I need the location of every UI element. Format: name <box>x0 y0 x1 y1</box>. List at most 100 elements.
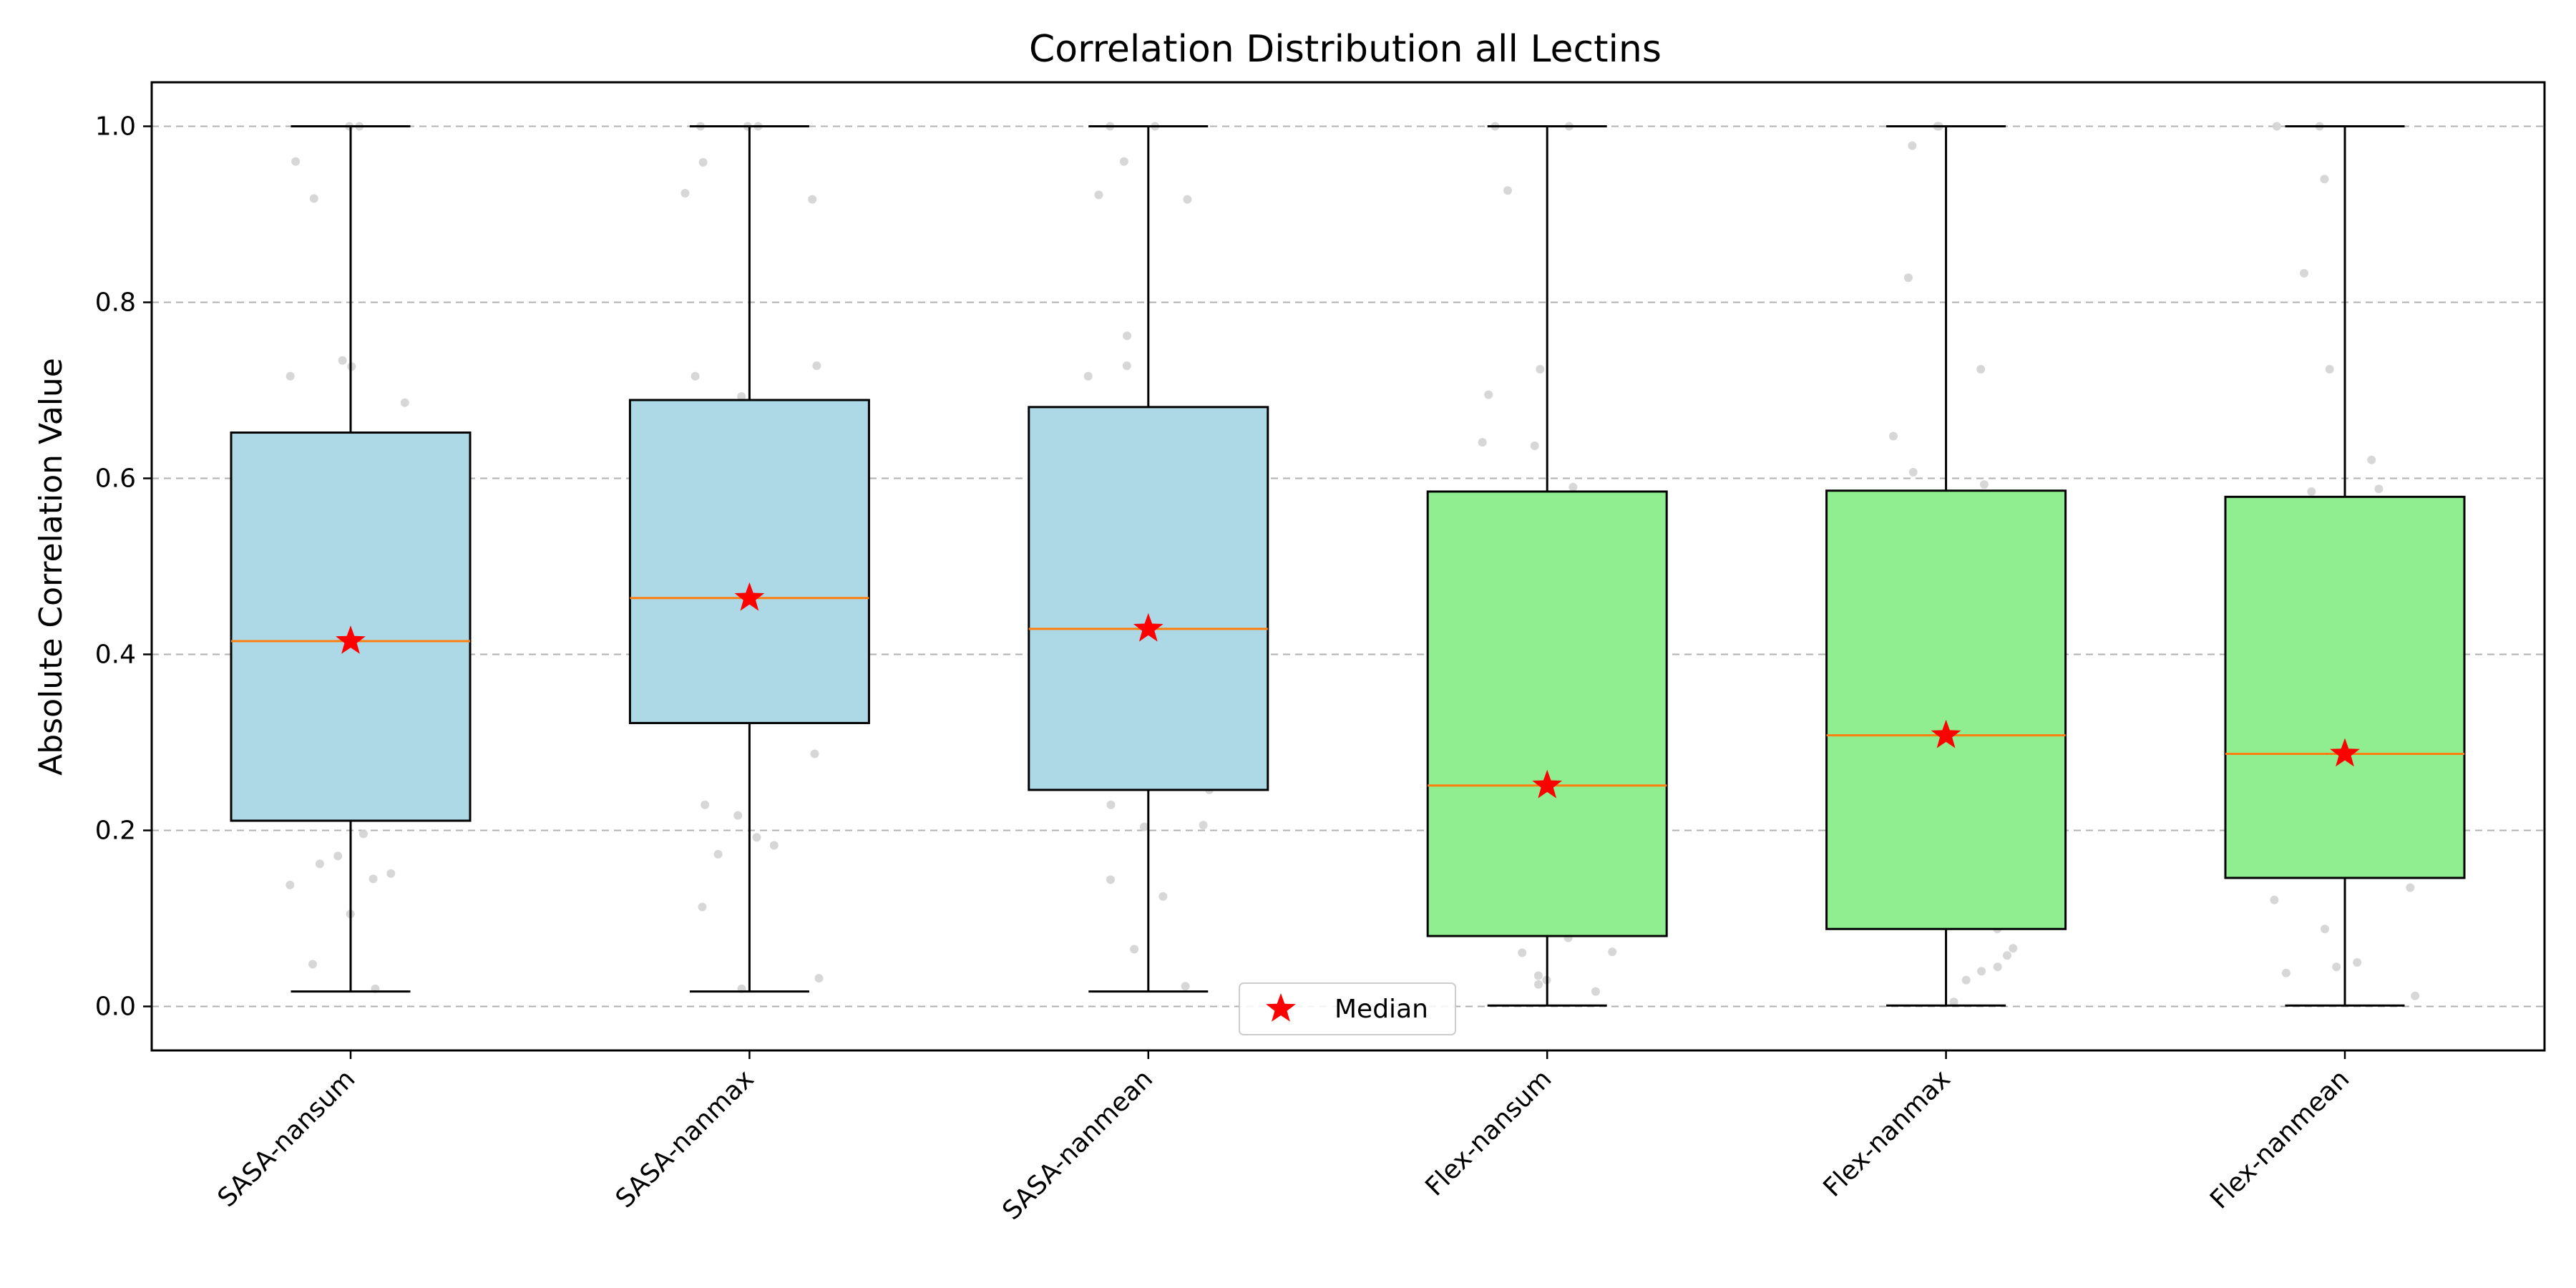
box-SASA-nanmean <box>1028 406 1269 791</box>
data-point <box>1533 971 1543 980</box>
data-point <box>1094 190 1103 200</box>
box-Flex-nanmax <box>1825 489 2067 930</box>
data-point <box>810 749 819 758</box>
jitter-points <box>286 122 2420 1007</box>
data-point <box>1903 273 1913 283</box>
data-point <box>1591 987 1600 996</box>
legend: Median <box>1239 982 1456 1035</box>
data-point <box>1534 980 1543 989</box>
data-point <box>812 361 821 371</box>
data-point <box>698 157 708 167</box>
data-point <box>2270 895 2279 904</box>
y-tick-label: 0.0 <box>95 992 136 1022</box>
data-point <box>1977 967 1986 976</box>
data-point <box>333 852 343 861</box>
data-point <box>1518 948 1527 957</box>
data-point <box>1908 467 1918 477</box>
y-tick-label: 0.8 <box>95 288 136 318</box>
data-point <box>814 974 824 983</box>
y-tick-label: 0.4 <box>95 640 136 670</box>
boxes <box>230 125 2466 1007</box>
data-point <box>1979 480 1989 489</box>
data-point <box>1908 141 1917 150</box>
box-Flex-nansum <box>1426 490 1668 937</box>
y-axis-ticks: 0.0 0.2 0.4 0.6 0.8 1.0 <box>95 112 152 1022</box>
data-point <box>2281 968 2290 977</box>
chart-title: Correlation Distribution all Lectins <box>1029 28 1662 71</box>
data-point <box>698 902 707 912</box>
data-point <box>701 800 710 809</box>
median-marker <box>1133 613 1163 642</box>
data-point <box>358 829 368 839</box>
legend-box <box>1239 982 1456 1035</box>
data-point <box>1530 441 1539 450</box>
box-Flex-nanmean <box>2224 495 2466 879</box>
data-point <box>2325 365 2334 374</box>
data-point <box>1484 390 1493 399</box>
legend-label-median: Median <box>1335 995 1428 1024</box>
data-point <box>1199 821 1208 830</box>
y-tick-label: 0.2 <box>95 816 136 846</box>
data-point <box>713 849 723 859</box>
data-point <box>737 392 746 401</box>
y-tick-label: 1.0 <box>95 112 136 142</box>
data-point <box>769 841 779 850</box>
data-point <box>338 356 347 365</box>
data-point <box>286 880 295 889</box>
data-point <box>1889 431 1898 441</box>
data-point <box>2406 883 2415 892</box>
data-point <box>2300 268 2308 278</box>
data-point <box>1503 186 1512 195</box>
y-axis-label: Absolute Correlation Value <box>33 358 69 776</box>
data-point <box>1123 331 1132 341</box>
data-point <box>386 869 396 878</box>
data-point <box>1119 157 1128 166</box>
data-point <box>1122 361 1131 371</box>
data-point <box>1993 962 2002 972</box>
data-point <box>2003 951 2011 960</box>
median-marker <box>2330 738 2360 767</box>
box-SASA-nanmax <box>628 399 870 724</box>
median-marker <box>1532 769 1563 799</box>
data-point <box>1949 997 1958 1007</box>
median-marker <box>1931 719 1961 748</box>
data-point <box>1608 947 1617 957</box>
legend-median-marker <box>1266 993 1296 1022</box>
data-point <box>1568 482 1578 492</box>
data-point <box>2009 944 2018 953</box>
data-point <box>308 960 317 969</box>
data-point <box>2332 962 2341 972</box>
data-point <box>2321 924 2329 934</box>
y-tick-label: 0.6 <box>95 464 136 494</box>
data-point <box>1130 945 1139 954</box>
data-point <box>315 859 324 869</box>
data-point <box>2411 991 2420 1000</box>
data-point <box>400 398 409 407</box>
data-point <box>286 371 295 381</box>
data-point <box>1181 982 1190 991</box>
data-point <box>1139 822 1148 831</box>
data-point <box>1083 371 1093 381</box>
data-point <box>1536 365 1545 374</box>
data-point <box>369 874 378 884</box>
data-point <box>1106 875 1115 884</box>
data-point <box>1183 195 1192 204</box>
data-point <box>309 194 318 203</box>
median-marker <box>734 582 765 611</box>
data-point <box>691 371 700 381</box>
data-point <box>2353 958 2362 967</box>
data-point <box>1976 365 1986 374</box>
median-marker <box>336 625 366 654</box>
data-point <box>2374 484 2384 494</box>
data-point <box>752 833 761 842</box>
data-point <box>1961 975 1971 985</box>
data-point <box>2367 455 2376 464</box>
data-point <box>733 811 743 820</box>
plot-frame <box>150 81 2546 1052</box>
data-point <box>1158 892 1168 901</box>
data-point <box>291 157 301 166</box>
data-point <box>2272 122 2281 131</box>
data-point <box>2320 175 2329 184</box>
data-point <box>680 189 690 197</box>
